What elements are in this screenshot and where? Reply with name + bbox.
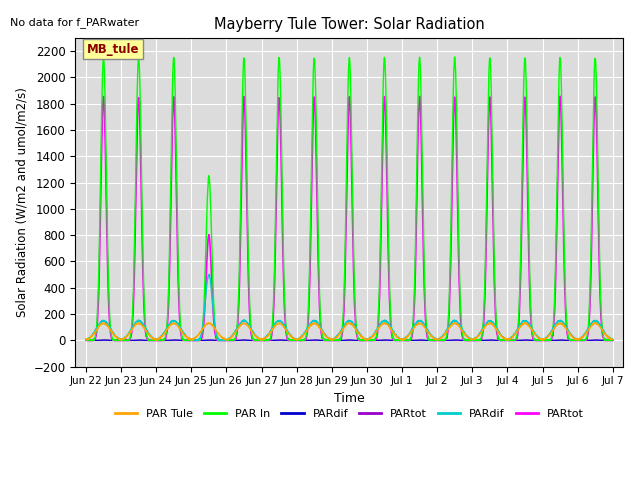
- Y-axis label: Solar Radiation (W/m2 and umol/m2/s): Solar Radiation (W/m2 and umol/m2/s): [15, 87, 28, 317]
- Title: Mayberry Tule Tower: Solar Radiation: Mayberry Tule Tower: Solar Radiation: [214, 17, 484, 33]
- X-axis label: Time: Time: [334, 392, 365, 405]
- Text: No data for f_PARwater: No data for f_PARwater: [10, 17, 139, 27]
- Text: MB_tule: MB_tule: [86, 43, 139, 56]
- Legend: PAR Tule, PAR In, PARdif, PARtot, PARdif, PARtot: PAR Tule, PAR In, PARdif, PARtot, PARdif…: [110, 405, 589, 424]
